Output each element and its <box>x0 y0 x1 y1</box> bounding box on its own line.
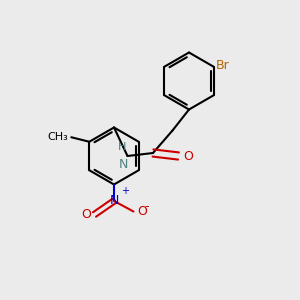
Text: +: + <box>121 186 129 196</box>
Text: N: N <box>119 158 128 170</box>
Text: CH₃: CH₃ <box>48 132 68 142</box>
Text: H: H <box>118 142 126 152</box>
Text: -: - <box>144 200 148 214</box>
Text: N: N <box>109 194 119 208</box>
Text: O: O <box>183 149 193 163</box>
Text: O: O <box>81 208 91 221</box>
Text: Br: Br <box>216 59 230 72</box>
Text: O: O <box>137 205 147 218</box>
